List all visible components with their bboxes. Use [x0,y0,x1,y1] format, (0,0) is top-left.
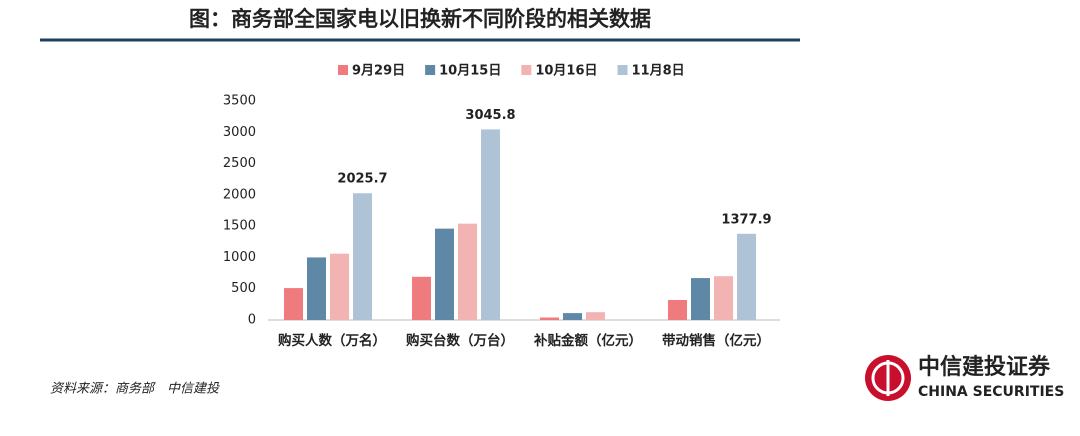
x-tick-label: 购买人数（万名） [278,332,386,349]
legend-label: 10月15日 [439,64,501,79]
y-tick-label: 2000 [223,187,256,202]
bar [435,228,454,320]
bar [737,233,756,320]
x-tick-label: 购买台数（万台） [406,332,514,349]
data-label: 1377.9 [721,212,771,227]
bar [307,257,326,320]
bar [691,278,710,320]
y-tick-label: 500 [231,281,256,296]
brand-name: 中信建投证券 [918,354,1051,380]
legend-label: 10月16日 [535,64,597,79]
chart-title: 图：商务部全国家电以旧换新不同阶段的相关数据 [189,7,651,31]
legend-label: 9月29日 [352,64,405,79]
legend-swatch [425,65,436,75]
x-tick-label: 带动销售（亿元） [662,332,770,349]
logo: 中信建投证券 CHINA SECURITIES [865,354,1064,401]
bar [330,253,349,320]
bar [540,317,559,320]
bar [586,312,605,320]
y-tick-label: 2500 [223,156,256,171]
bar [458,223,477,320]
bar [668,299,687,320]
legend-swatch [617,65,628,75]
legend-label: 11月8日 [632,64,685,79]
bar [353,193,372,320]
bar [284,288,303,320]
y-tick-label: 1500 [223,219,256,234]
bar [412,276,431,320]
y-tick-label: 1000 [223,250,256,265]
data-label: 2025.7 [337,172,387,187]
brand-name-en: CHINA SECURITIES [918,384,1064,400]
source-note: 资料来源：商务部 中信建投 [50,382,220,397]
bar [714,276,733,320]
y-tick-label: 0 [248,313,256,328]
x-tick-label: 补贴金额（亿元） [533,332,642,349]
y-tick-label: 3000 [223,125,256,140]
y-tick-label: 3500 [223,94,256,109]
bar [563,313,582,320]
legend-swatch [521,65,532,75]
data-label: 3045.8 [465,108,515,123]
legend-swatch [338,65,348,75]
bar [481,129,500,320]
